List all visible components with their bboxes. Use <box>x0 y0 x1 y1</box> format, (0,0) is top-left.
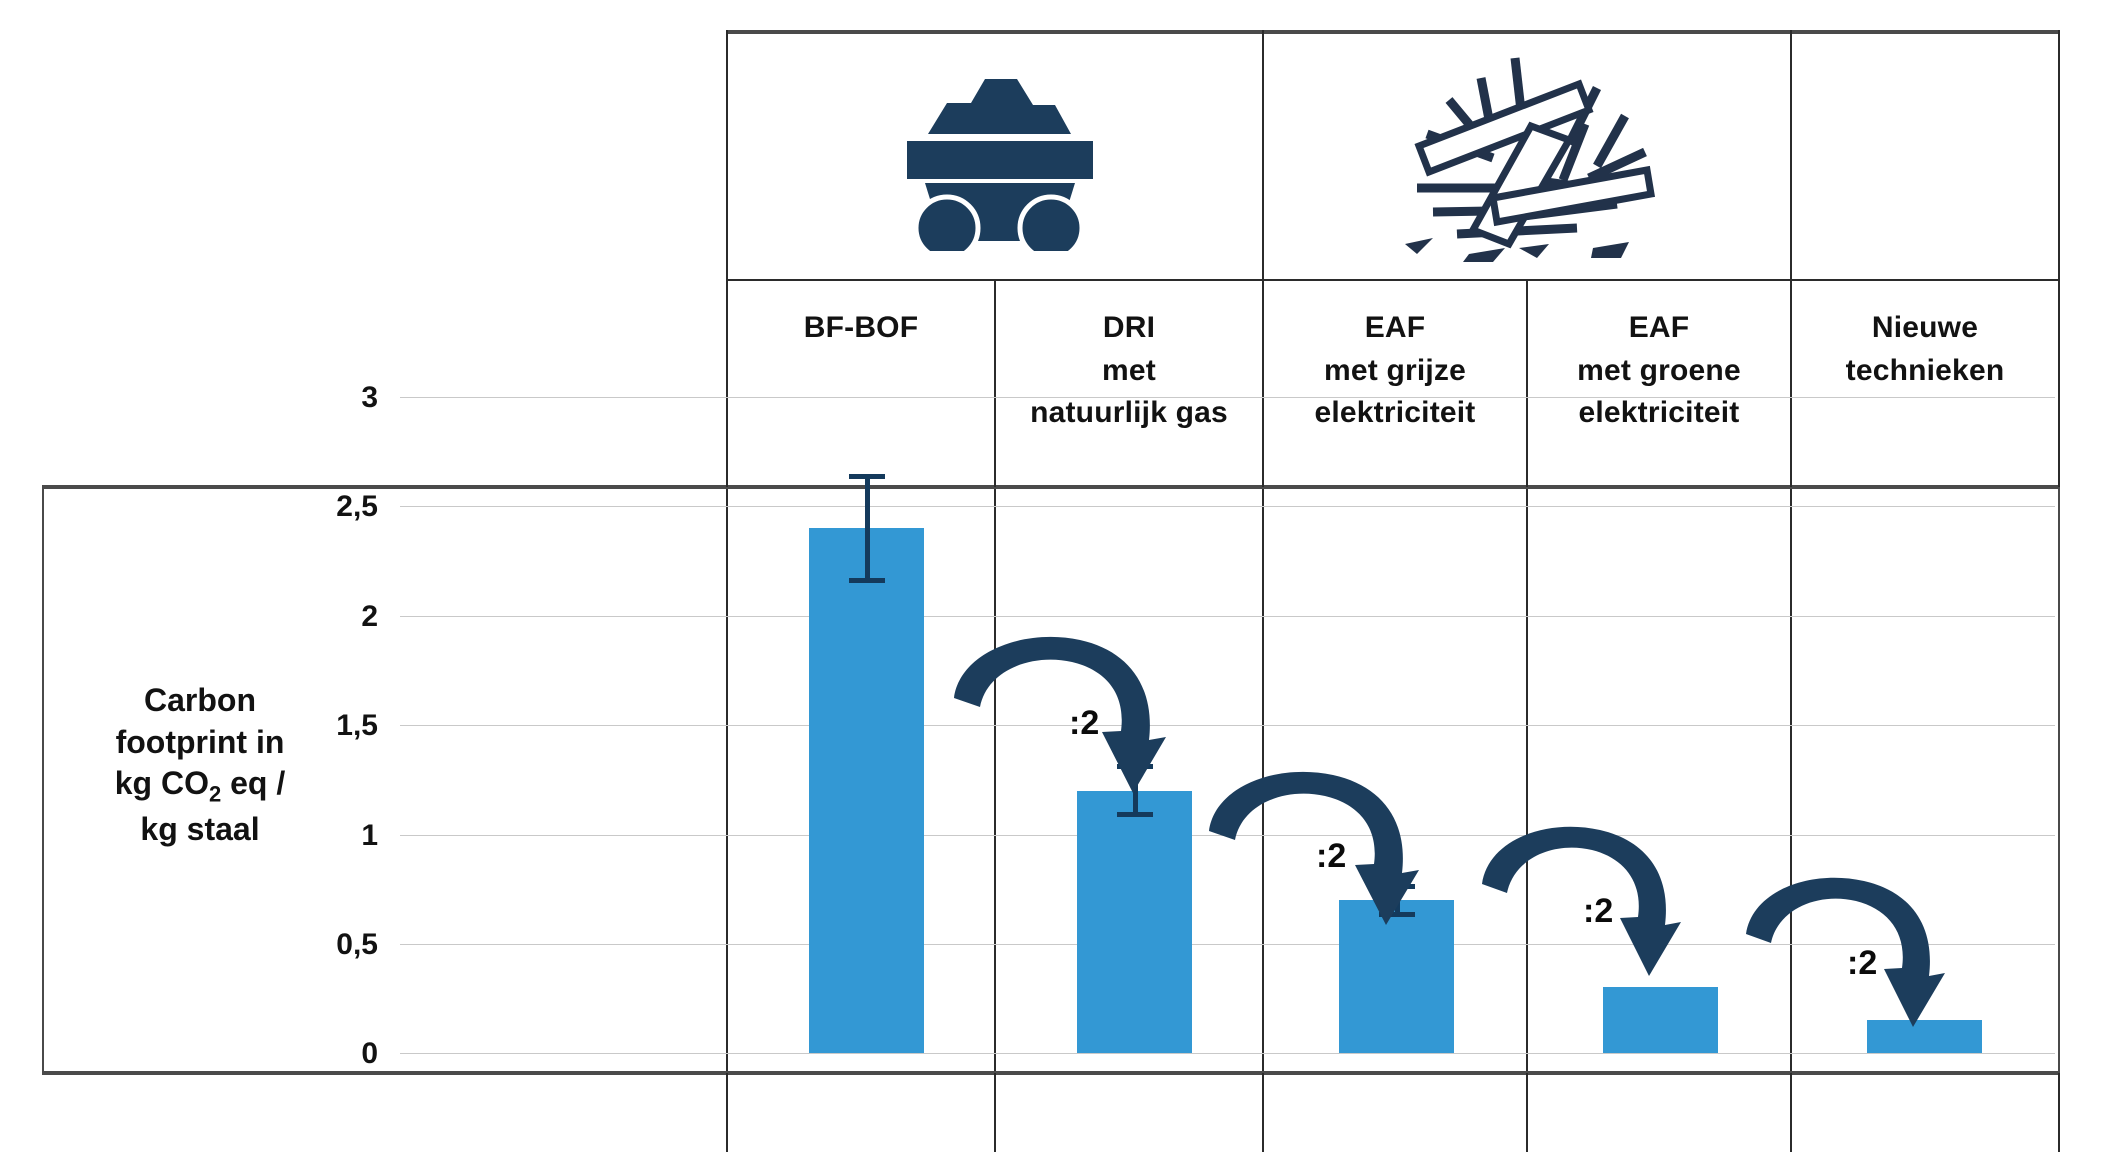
bar-eaf-green <box>1603 987 1718 1053</box>
divide-arrow-2 <box>1209 771 1419 925</box>
table-vline-icon-right <box>1790 30 1792 280</box>
chart-vline-0 <box>726 487 728 1071</box>
divide-arrow-3 <box>1482 826 1681 976</box>
y-axis-label-line-2: footprint in <box>115 723 285 760</box>
footer-vline-2 <box>1262 1073 1264 1152</box>
chart-vline-4 <box>1790 487 1792 1071</box>
y-tick-2: 2 <box>361 600 378 633</box>
footer-vline-4 <box>1790 1073 1792 1152</box>
hdr-vline-0 <box>726 279 728 487</box>
divide-label-3: :2 <box>1583 892 1614 930</box>
chart-vline-3 <box>1526 487 1528 1071</box>
y-tick-2-5: 2,5 <box>336 490 378 523</box>
table-vline-left <box>726 30 728 280</box>
errorbar-stem <box>864 478 870 580</box>
coal-cart-header-cell <box>728 32 1262 279</box>
column-header-dri: DRI met natuurlijk gas <box>996 281 1262 485</box>
header-line-3: elektriciteit <box>1578 396 1740 430</box>
header-line-1: Nieuwe <box>1871 311 1979 344</box>
header-line-1: BF-BOF <box>803 311 919 344</box>
chart-plot-area <box>42 487 2060 1073</box>
gridline-1-5 <box>400 725 2055 726</box>
gridline-3 <box>400 397 2055 398</box>
column-header-eaf-grey: EAF met grijze elektriciteit <box>1264 281 1526 485</box>
errorbar-cap-bottom <box>1116 812 1153 817</box>
gridline-0 <box>400 1053 2055 1054</box>
divide-label-4: :2 <box>1847 944 1878 982</box>
gridline-2 <box>400 616 2055 617</box>
divide-arrow-1 <box>954 636 1166 793</box>
coal-cart-icon <box>907 78 1093 251</box>
y-tick-0: 0 <box>361 1037 378 1070</box>
header-line-1: EAF <box>1364 311 1426 344</box>
divide-label-1: :2 <box>1069 704 1100 742</box>
errorbar-cap-top <box>848 474 885 479</box>
footer-vline-3 <box>1526 1073 1528 1152</box>
table-icon-row-divider <box>726 279 2060 281</box>
column-header-nieuwe-technieken: Nieuwe technieken <box>1792 281 2058 485</box>
table-vline-right <box>2058 30 2060 280</box>
header-line-3: elektriciteit <box>1314 396 1476 430</box>
table-top-border <box>726 30 2060 34</box>
y-tick-1: 1 <box>361 819 378 852</box>
header-line-2: met <box>1102 353 1156 387</box>
footer-vline-1 <box>994 1073 996 1152</box>
errorbar-cap-bottom <box>1378 912 1415 917</box>
y-axis-label-line-3: kg CO2 eq / <box>70 763 330 809</box>
y-tick-0-5: 0,5 <box>336 928 378 961</box>
bar-nieuwe-technieken <box>1867 1020 1982 1053</box>
gridline-0-5 <box>400 944 2055 945</box>
scrap-metal-icon <box>1405 57 1656 262</box>
chart-vline-1 <box>994 487 996 1071</box>
y-axis-label-kgco: kg CO <box>114 765 209 802</box>
errorbar-stem <box>1132 768 1138 814</box>
y-axis-label: Carbon footprint in kg CO2 eq / kg staal <box>70 680 330 851</box>
y-tick-1-5: 1,5 <box>336 709 378 742</box>
header-line-1: EAF <box>1628 311 1690 344</box>
chart-bottom-border <box>42 1071 2060 1075</box>
header-line-2: met grijze <box>1323 353 1467 387</box>
bar-eaf-grey <box>1339 900 1454 1053</box>
header-line-1: DRI <box>1102 311 1156 344</box>
y-axis-label-line-4: kg staal <box>140 811 260 848</box>
y-axis-label-eq: eq / <box>221 765 286 802</box>
hdr-vline-4 <box>1790 279 1792 487</box>
hdr-vline-3 <box>1526 279 1528 487</box>
scrap-metal-header-cell <box>1264 32 1790 279</box>
divide-label-2: :2 <box>1316 837 1347 875</box>
gridline-2-5 <box>400 506 2055 507</box>
column-header-bf-bof: BF-BOF <box>728 281 994 485</box>
errorbar-cap-bottom <box>848 578 885 583</box>
hdr-vline-5 <box>2058 279 2060 487</box>
y-axis-label-line-1: Carbon <box>144 682 256 718</box>
bar-bf-bof <box>809 528 924 1053</box>
header-line-2: technieken <box>1845 353 2005 387</box>
divide-arrow-4 <box>1746 877 1945 1027</box>
errorbar-bf-bof <box>809 474 924 584</box>
hdr-vline-1 <box>994 279 996 487</box>
y-axis-label-sub2: 2 <box>208 781 222 807</box>
footer-vline-5 <box>2058 1073 2060 1152</box>
table-vline-icon-mid <box>1262 30 1264 280</box>
hdr-vline-2 <box>1262 279 1264 487</box>
header-line-2: met groene <box>1577 353 1741 387</box>
header-line-3: natuurlijk gas <box>1030 396 1228 430</box>
column-header-eaf-green: EAF met groene elektriciteit <box>1528 281 1790 485</box>
y-tick-3: 3 <box>361 381 378 414</box>
bar-dri <box>1077 791 1192 1053</box>
footer-vline-0 <box>726 1073 728 1152</box>
